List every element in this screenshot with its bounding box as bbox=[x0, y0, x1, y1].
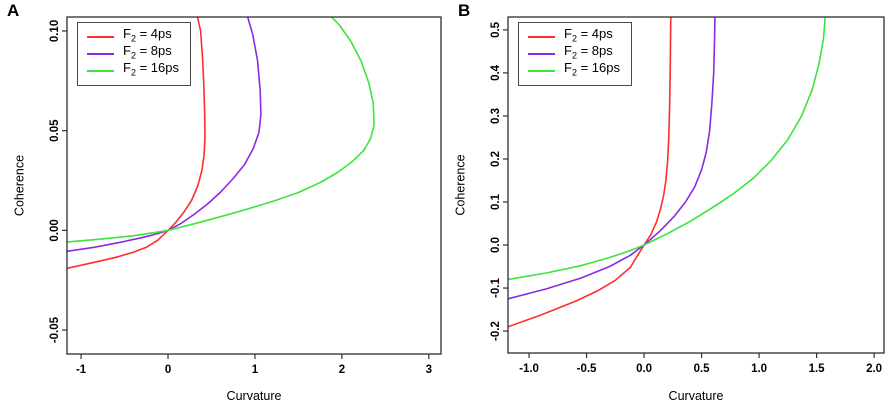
panel-a-chart: -1 0 1 2 3 -0.05 0.00 0.05 0.10 Curvature Coherenc… bbox=[12, 16, 442, 403]
y-tick-label: -0.2 bbox=[490, 321, 502, 341]
x-tick-label: 1.0 bbox=[751, 363, 767, 375]
y-tick-label: -0.05 bbox=[49, 316, 61, 343]
legend-entry: F2 = 8ps bbox=[87, 43, 179, 62]
legend-label: F2 = 4ps bbox=[123, 26, 172, 44]
y-tick-label: 0.3 bbox=[490, 108, 502, 124]
legend-label: F2 = 4ps bbox=[564, 26, 613, 44]
legend-entry: F2 = 16ps bbox=[528, 60, 620, 79]
legend-line-purple bbox=[87, 52, 114, 55]
x-tick-label: 0.5 bbox=[694, 363, 711, 375]
legend-label: F2 = 8ps bbox=[564, 43, 613, 61]
legend-entry: F2 = 8ps bbox=[528, 43, 620, 62]
x-tick-label: -1 bbox=[76, 364, 87, 376]
legend-entry: F2 = 4ps bbox=[87, 26, 179, 45]
legend-entry: F2 = 4ps bbox=[528, 26, 620, 45]
y-tick-label: -0.1 bbox=[490, 278, 502, 298]
x-tick-label: 1 bbox=[252, 364, 259, 376]
series-group bbox=[508, 17, 826, 328]
curve-f2-16ps bbox=[508, 17, 826, 281]
x-tick-label: 2.0 bbox=[866, 363, 882, 375]
legend-line-purple bbox=[528, 52, 555, 55]
y-tick-label: 0.5 bbox=[490, 21, 502, 38]
legend-line-red bbox=[528, 35, 555, 38]
x-tick-label: 1.5 bbox=[809, 363, 826, 375]
series-group bbox=[67, 17, 375, 270]
legend-line-green bbox=[87, 69, 114, 72]
y-axis-title: Coherence bbox=[453, 154, 467, 215]
y-tick-label: 0.2 bbox=[490, 151, 502, 167]
curve-f2-16ps bbox=[67, 17, 375, 243]
y-tick-label: 0.10 bbox=[49, 20, 61, 42]
panel-a-label: A bbox=[7, 1, 20, 20]
legend-line-red bbox=[87, 35, 114, 38]
y-tick-label: 0.4 bbox=[490, 64, 502, 81]
legend-label: F2 = 8ps bbox=[123, 43, 172, 61]
curve-f2-8ps bbox=[67, 17, 262, 253]
panel-b-chart: -1.0 -0.5 0.0 0.5 1.0 1.5 2.0 -0.2 -0.1 0.0 0.1 0.2… bbox=[453, 16, 885, 403]
y-tick-label: 0.05 bbox=[49, 119, 61, 142]
y-tick-label: 0.00 bbox=[49, 219, 61, 241]
legend-entry: F2 = 16ps bbox=[87, 60, 179, 79]
panel-b-label: B bbox=[458, 1, 471, 20]
plot-box bbox=[507, 16, 885, 354]
x-tick-label: -1.0 bbox=[519, 363, 539, 375]
plot-box bbox=[66, 16, 442, 355]
legend-label: F2 = 16ps bbox=[123, 60, 179, 78]
curve-f2-4ps bbox=[508, 17, 672, 328]
x-tick-label: 0.0 bbox=[636, 363, 652, 375]
panel-b: B -1.0 -0.5 0.0 0.5 1.0 1.5 2.0 -0.2 -0.1 0.0 0.1 0… bbox=[447, 0, 893, 407]
panel-a-legend: F2 = 4ps F2 = 8ps F2 = 16ps bbox=[77, 22, 191, 86]
legend-line-green bbox=[528, 69, 555, 72]
panel-a: A -1 0 1 2 3 -0.05 0.00 0.05 0.10 Curvature Cohere… bbox=[7, 1, 442, 403]
x-axis-title: Curvature bbox=[669, 389, 724, 403]
x-tick-label: 2 bbox=[339, 364, 345, 376]
panel-b-legend: F2 = 4ps F2 = 8ps F2 = 16ps bbox=[518, 22, 632, 86]
x-tick-label: 3 bbox=[426, 364, 432, 376]
x-tick-label: -0.5 bbox=[577, 363, 597, 375]
y-axis-title: Coherence bbox=[12, 155, 26, 216]
curve-f2-8ps bbox=[508, 17, 716, 300]
x-axis-title: Curvature bbox=[227, 389, 282, 403]
legend-label: F2 = 16ps bbox=[564, 60, 620, 78]
x-tick-label: 0 bbox=[165, 364, 171, 376]
y-tick-label: 0.1 bbox=[490, 193, 502, 210]
y-tick-label: 0.0 bbox=[490, 237, 502, 253]
curve-f2-4ps bbox=[67, 17, 206, 270]
